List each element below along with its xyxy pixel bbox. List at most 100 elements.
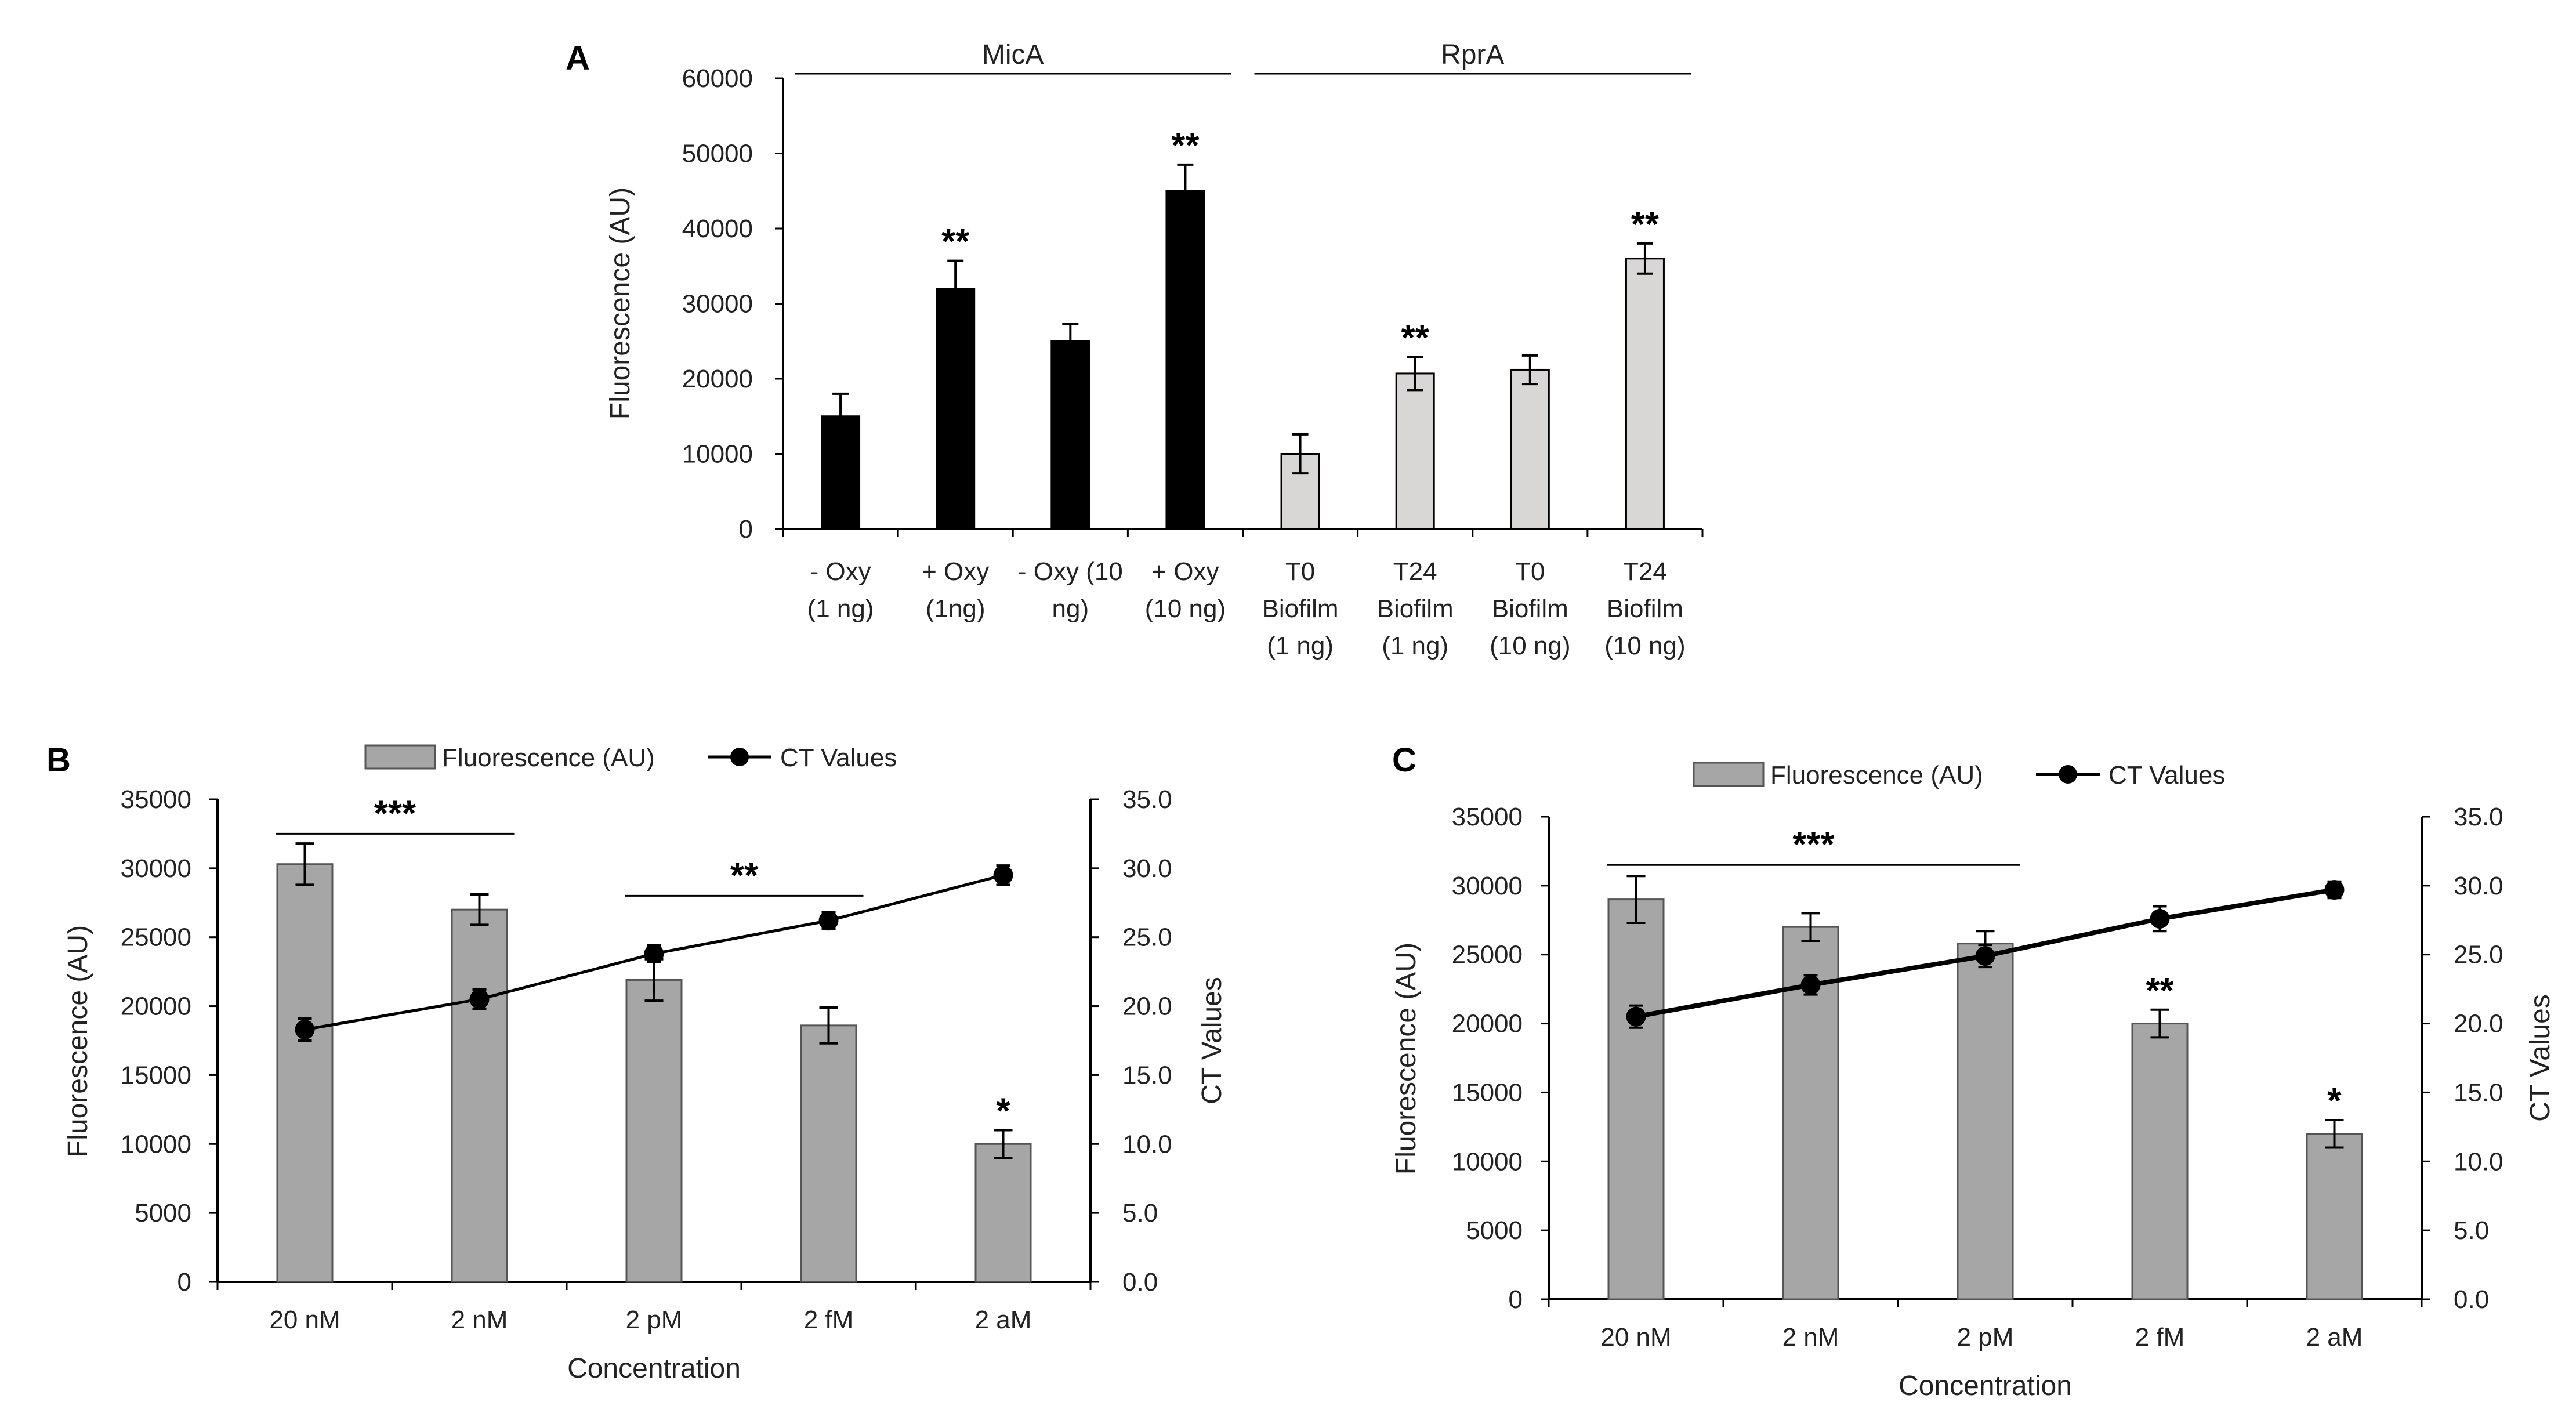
legend-label-bars: Fluorescence (AU) [442,744,655,772]
y-tick-label: 30000 [682,290,753,318]
y-tick-label: 30000 [1452,872,1523,900]
significance-label: ** [941,222,970,262]
y-axis-label: Fluorescence (AU) [605,187,636,419]
ct-point [993,865,1013,885]
legend: Fluorescence (AU) CT Values [1693,761,2225,789]
y-axis-label: Fluorescence (AU) [63,925,93,1157]
bar [1165,190,1205,530]
ct-point [818,911,839,931]
y2-tick-label: 10.0 [2454,1147,2503,1176]
significance-label: ** [1401,318,1430,358]
legend-swatch-point [730,748,749,766]
bar [1625,258,1665,530]
legend-label-line: CT Values [780,744,897,772]
x-category-line: ng) [1052,595,1089,623]
y2-tick-label: 15.0 [1122,1061,1172,1089]
x-category-label: 2 fM [804,1306,854,1334]
legend-label-bars: Fluorescence (AU) [1770,761,1983,789]
y2-tick-label: 30.0 [1122,854,1172,883]
panel-a: A 0 10000 20000 30000 40000 50000 60000 Fluoresc… [566,39,1704,660]
ct-point [2150,908,2170,929]
x-category-line: T24 [1393,557,1437,586]
y2-tick-label: 25.0 [2454,941,2503,969]
bar [625,979,683,1283]
y-tick-label: 25000 [121,923,191,952]
x-category-line: + Oxy [922,557,989,586]
y-tick-label: 5000 [135,1199,191,1227]
x-category-label: 2 aM [2306,1323,2363,1351]
x-category-line: (1ng) [926,595,986,623]
y-tick-label: 40000 [682,215,753,243]
x-category-line: (10 ng) [1145,595,1226,623]
y2-tick-label: 35.0 [1122,785,1172,814]
x-category-label: 2 aM [975,1306,1032,1334]
y-tick-label: 10000 [1452,1147,1523,1176]
group-label: RprA [1441,39,1504,70]
x-category-line: Biofilm [1377,595,1454,623]
bar [2306,1133,2363,1300]
y2-tick-label: 15.0 [2454,1078,2503,1107]
y2-tick-label: 20.0 [1122,992,1172,1021]
y2-tick-label: 0.0 [1122,1268,1158,1296]
ct-point [295,1019,315,1039]
legend-label-line: CT Values [2108,761,2225,789]
y2-tick-label: 0.0 [2454,1285,2489,1314]
bar [1050,340,1090,530]
y-tick-label: 35000 [121,785,191,814]
y2-tick-label: 5.0 [2454,1216,2489,1245]
y-tick-label: 0 [1509,1285,1523,1314]
y-tick-label: 35000 [1452,803,1523,831]
x-axis-label: Concentration [1899,1371,2072,1401]
x-category-label: T0 Biofilm (10 ng) [1490,557,1570,660]
x-category-label: 2 nM [1782,1323,1839,1351]
ct-point [1626,1006,1646,1027]
legend-swatch-point [2059,765,2077,784]
y-tick-label: 10000 [121,1130,191,1158]
bracket-label: *** [1792,825,1835,865]
y-tick-label: 10000 [682,440,753,469]
ct-point [644,944,664,964]
y2-tick-label: 25.0 [1122,923,1172,952]
ct-point [2324,879,2345,900]
x-category-label: T24 Biofilm (10 ng) [1604,557,1685,660]
bracket-label: ** [730,856,759,896]
bar [2131,1023,2189,1300]
panel-letter: A [566,39,590,77]
x-category-label: 2 fM [2135,1323,2185,1351]
x-category-label: + Oxy (1ng) [922,557,989,623]
x-category-label: 20 nM [269,1306,340,1334]
x-category-label: - Oxy (10 ng) [1018,557,1123,623]
ct-point [1800,975,1821,995]
panel-letter: B [46,741,71,779]
y-tick-label: 15000 [121,1061,191,1089]
x-category-label: T0 Biofilm (1 ng) [1262,557,1339,660]
y-tick-label: 50000 [682,140,753,168]
x-category-line: - Oxy (10 [1018,557,1123,586]
x-category-label: 2 nM [451,1306,508,1334]
significance-label: ** [2146,971,2174,1011]
y-tick-label: 20000 [682,365,753,393]
x-category-line: Biofilm [1607,595,1683,623]
significance-label: * [2327,1081,2342,1121]
bar [1510,368,1550,530]
bar [1957,943,2014,1300]
x-category-line: - Oxy [810,557,871,586]
y-tick-label: 25000 [1452,941,1523,969]
x-category-line: T24 [1623,557,1667,586]
bar [1395,372,1435,530]
x-category-line: T0 [1285,557,1315,586]
ct-point [1975,946,1995,966]
legend-swatch-bars [1693,762,1765,787]
y-tick-label: 15000 [1452,1078,1523,1107]
y2-axis-label: CT Values [1197,977,1227,1104]
legend: Fluorescence (AU) CT Values [364,744,897,772]
x-category-line: (10 ng) [1490,632,1570,660]
y-tick-label: 20000 [121,992,191,1021]
bar [451,908,508,1283]
x-category-line: (1 ng) [1382,632,1448,660]
y2-tick-label: 35.0 [2454,803,2503,831]
x-category-label: 20 nM [1600,1323,1671,1351]
x-category-label: 2 pM [626,1306,683,1334]
bar [1607,898,1665,1300]
